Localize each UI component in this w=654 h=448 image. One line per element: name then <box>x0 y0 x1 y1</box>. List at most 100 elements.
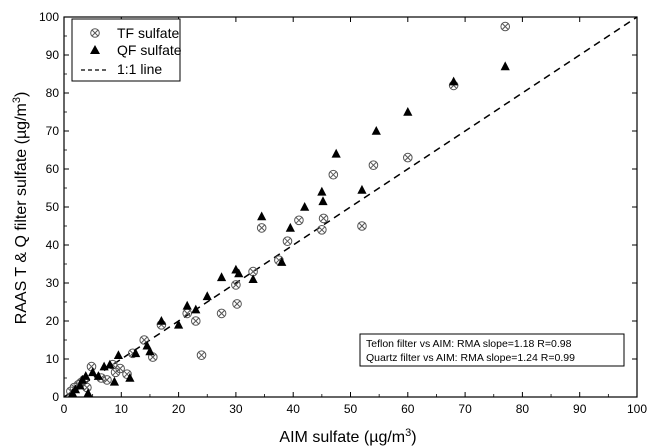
qf-point <box>131 348 141 358</box>
tf-point-cross <box>218 310 225 317</box>
qf-point <box>277 257 287 266</box>
qf-point <box>403 107 413 116</box>
y-tick-label: 90 <box>46 48 60 62</box>
tf-point <box>196 350 207 361</box>
tf-point-cross <box>284 237 291 245</box>
tf-point-circle <box>294 215 304 226</box>
tf-point-cross <box>295 216 303 224</box>
x-tick-label: 40 <box>287 402 301 416</box>
tf-point-cross <box>112 368 119 376</box>
qf-point <box>93 371 103 380</box>
tf-point-circle <box>190 316 201 326</box>
qf-point <box>285 222 295 232</box>
tf-point-cross <box>318 226 326 234</box>
qf-point <box>357 184 367 194</box>
y-axis-title: RAAS T & Q filter sulfate (µg/m3) <box>11 92 30 325</box>
tf-point-circle <box>216 308 227 319</box>
x-tick-label: 0 <box>61 402 68 416</box>
y-tick-label: 60 <box>46 162 60 176</box>
tf-point <box>318 213 329 224</box>
tf-point-circle <box>500 21 511 32</box>
qf-point <box>234 268 244 278</box>
x-tick-label: 100 <box>627 402 647 416</box>
tf-point-cross <box>501 23 509 30</box>
tf-point-cross <box>232 281 240 289</box>
tf-point-circle <box>115 363 125 374</box>
x-axis-title: AIM sulfate (µg/m3) <box>279 427 416 446</box>
tf-point <box>368 160 379 170</box>
tf-point-circle <box>231 280 241 290</box>
y-tick-label: 20 <box>46 314 60 328</box>
qf-point <box>331 148 341 158</box>
tf-point-circle <box>328 169 339 180</box>
qf-point <box>125 373 135 382</box>
tf-point <box>190 316 201 326</box>
tf-point <box>139 335 150 345</box>
tf-point <box>256 223 267 233</box>
qf-point <box>248 274 258 283</box>
tf-point-cross <box>149 353 157 361</box>
x-tick-label: 70 <box>458 402 472 416</box>
annotation-box: Teflon filter vs AIM: RMA slope=1.18 R=0… <box>359 333 625 367</box>
x-tick-label: 30 <box>229 402 243 416</box>
x-tick-label: 80 <box>516 402 530 416</box>
qf-point <box>317 186 327 196</box>
qf-point <box>500 61 510 71</box>
tf-point-cross <box>140 336 148 344</box>
qf-point <box>182 300 192 310</box>
tf-point-cross <box>358 222 366 230</box>
tf-point <box>328 169 339 180</box>
legend-label-tf: TF sulfate <box>117 25 179 41</box>
legend-box <box>71 18 181 82</box>
tf-point-circle <box>318 213 329 224</box>
tf-point-cross <box>88 363 95 370</box>
legend-marker-tf <box>90 28 100 38</box>
tf-point-circle <box>196 350 207 361</box>
tf-point-circle <box>357 221 367 231</box>
tf-point-cross <box>233 300 241 308</box>
x-tick-label: 60 <box>401 402 415 416</box>
y-tick-label: 70 <box>46 124 60 138</box>
tf-point-cross <box>123 370 131 378</box>
data-marks <box>63 16 638 398</box>
tf-point-cross <box>320 215 327 222</box>
qf-point <box>70 384 81 394</box>
tf-point <box>294 215 304 226</box>
x-tick-label: 50 <box>344 402 358 416</box>
qf-point <box>174 319 184 329</box>
tf-point-cross <box>183 310 191 317</box>
qf-point <box>371 126 381 135</box>
legend-label-qf: QF sulfate <box>117 42 182 58</box>
annotation-quartz: Quartz filter vs AIM: RMA slope=1.24 R=0… <box>366 352 575 364</box>
y-tick-label: 80 <box>46 86 60 100</box>
qf-point <box>156 316 167 325</box>
qf-point <box>449 76 459 86</box>
qf-point <box>300 202 310 211</box>
y-tick-label: 40 <box>46 238 60 252</box>
qf-point <box>109 376 120 386</box>
tf-point <box>357 221 367 231</box>
qf-point <box>202 291 212 301</box>
y-tick-label: 50 <box>46 200 60 214</box>
y-tick-label: 100 <box>39 10 59 24</box>
tf-point <box>182 308 192 319</box>
tf-point-circle <box>256 223 267 233</box>
qf-point <box>145 346 155 356</box>
qf-point <box>75 380 85 390</box>
tf-point-circle <box>368 160 379 170</box>
tf-point-cross <box>329 171 337 179</box>
x-tick-label: 20 <box>172 402 186 416</box>
qf-point <box>216 272 227 282</box>
legend-marker-qf <box>90 45 100 54</box>
qf-point <box>257 211 267 221</box>
tf-point-circle <box>139 335 150 345</box>
one-to-one-line <box>63 16 638 398</box>
tf-point-cross <box>275 256 283 264</box>
y-tick-label: 10 <box>46 352 60 366</box>
tf-point <box>115 363 125 374</box>
tf-point-cross <box>404 154 412 161</box>
tf-point-circle <box>403 152 413 163</box>
annotation-frame <box>359 333 625 367</box>
tf-point <box>500 21 511 32</box>
